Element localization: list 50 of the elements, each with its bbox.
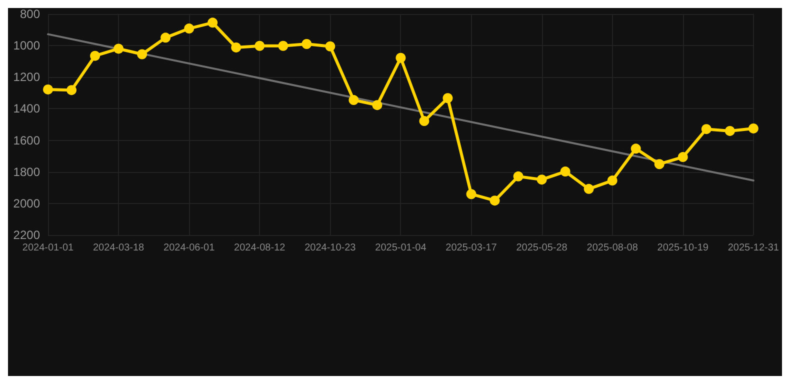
x-tick-label: 2024-10-23	[304, 242, 356, 254]
point	[654, 159, 664, 170]
point	[607, 176, 618, 186]
y-tick-label: 1800	[13, 164, 40, 179]
x-tick-label: 2025-05-28	[516, 242, 568, 254]
point	[419, 116, 430, 126]
y-tick-label: 1400	[13, 102, 40, 116]
point	[442, 93, 453, 104]
point	[396, 52, 406, 63]
x-tick-label: 2025-03-17	[446, 242, 498, 254]
x-tick-label: 2025-08-08	[586, 242, 638, 254]
point	[490, 196, 500, 206]
y-tick-label: 1200	[13, 70, 40, 84]
point	[114, 44, 124, 54]
point	[748, 123, 758, 134]
y-tick-label: 1600	[13, 133, 40, 148]
point	[278, 40, 288, 51]
point	[325, 41, 336, 52]
point	[724, 126, 735, 136]
point	[630, 144, 641, 154]
point	[254, 40, 265, 51]
point	[466, 189, 476, 200]
point	[208, 18, 218, 28]
x-tick-label: 2024-01-01	[22, 242, 74, 254]
point	[43, 84, 53, 94]
y-tick-label: 2200	[13, 228, 40, 242]
point	[184, 24, 194, 34]
x-tick-label: 2025-01-04	[375, 242, 427, 254]
point	[701, 124, 712, 134]
point	[231, 42, 242, 52]
point	[678, 152, 688, 162]
y-tick-label: 800	[20, 7, 40, 21]
point	[560, 166, 570, 177]
point	[90, 50, 100, 61]
x-tick-label: 2024-08-12	[234, 242, 286, 254]
point	[584, 184, 594, 194]
point	[137, 49, 148, 60]
point	[160, 32, 171, 43]
point	[348, 95, 359, 106]
x-tick-label: 2024-03-18	[92, 242, 145, 254]
x-tick-label: 2024-06-01	[164, 242, 216, 254]
point	[536, 174, 547, 185]
y-tick-label: 2000	[13, 196, 40, 210]
point	[513, 171, 524, 182]
point	[66, 85, 77, 96]
x-tick-label: 2025-12-31	[728, 242, 780, 254]
y-tick-label: 1000	[13, 38, 40, 53]
point	[372, 100, 382, 110]
point	[302, 38, 312, 49]
x-tick-label: 2025-10-19	[657, 242, 709, 254]
